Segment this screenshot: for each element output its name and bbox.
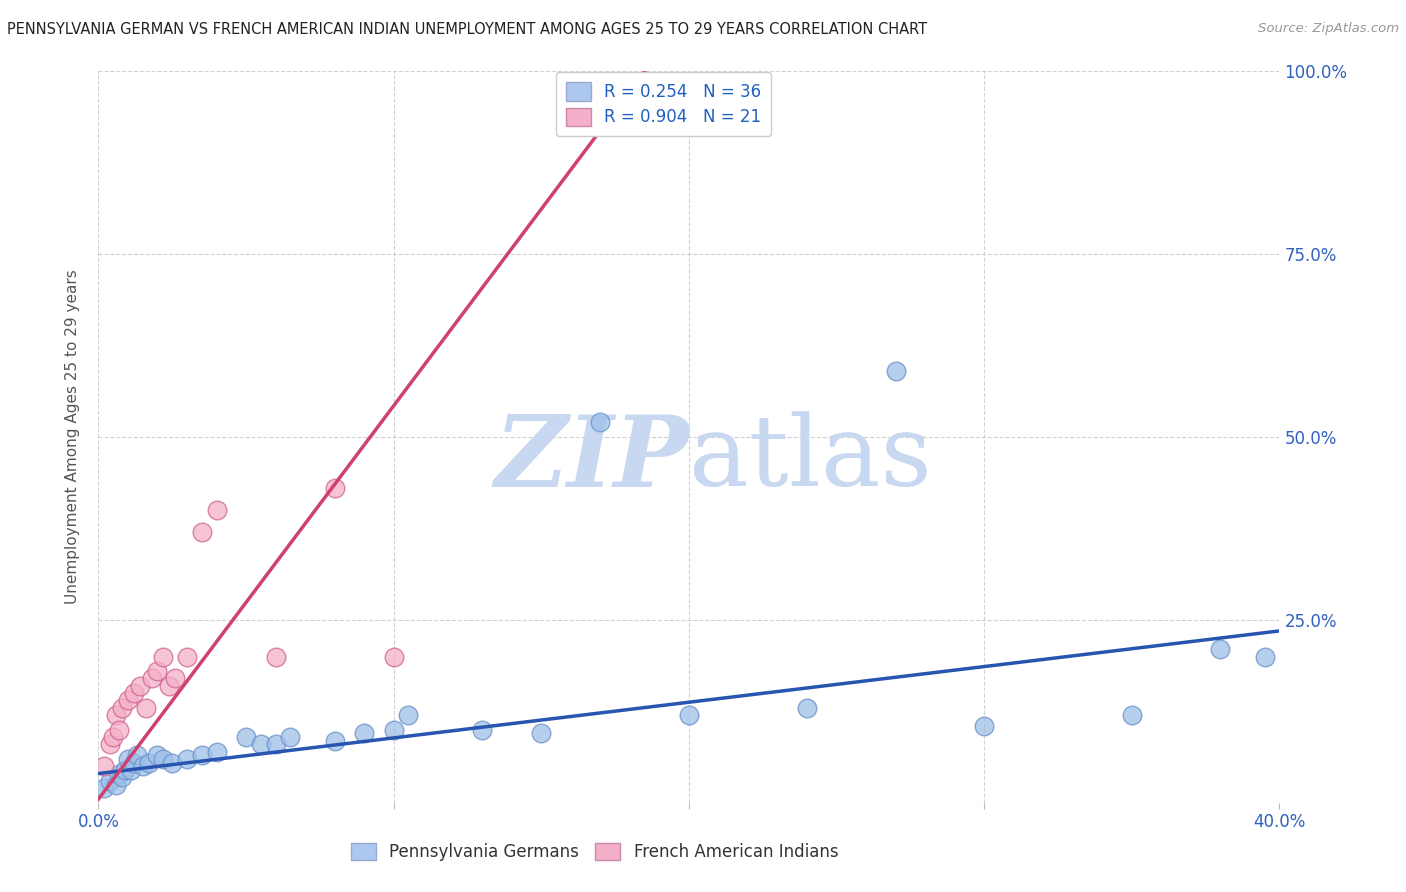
Point — [146, 664, 169, 678]
Point — [382, 649, 405, 664]
Point — [111, 770, 134, 784]
Point — [382, 723, 405, 737]
Text: PENNSYLVANIA GERMAN VS FRENCH AMERICAN INDIAN UNEMPLOYMENT AMONG AGES 25 TO 29 Y: PENNSYLVANIA GERMAN VS FRENCH AMERICAN I… — [7, 22, 927, 37]
Point — [132, 759, 155, 773]
Point — [152, 752, 174, 766]
Point — [141, 672, 163, 686]
Point — [98, 737, 121, 751]
Point — [120, 763, 142, 777]
Point — [1209, 642, 1232, 657]
Point — [396, 708, 419, 723]
Point — [111, 700, 134, 714]
Point — [176, 752, 198, 766]
Point — [323, 481, 346, 495]
Point — [128, 679, 150, 693]
Point — [191, 748, 214, 763]
Point — [678, 708, 700, 723]
Point — [108, 766, 131, 780]
Point — [165, 672, 187, 686]
Point — [93, 759, 115, 773]
Point — [264, 649, 287, 664]
Point — [1121, 708, 1143, 723]
Point — [278, 730, 302, 744]
Point — [471, 723, 494, 737]
Point — [205, 745, 228, 759]
Text: Source: ZipAtlas.com: Source: ZipAtlas.com — [1258, 22, 1399, 36]
Point — [122, 686, 145, 700]
Point — [125, 748, 148, 763]
Point — [108, 723, 131, 737]
Point — [191, 525, 214, 540]
Point — [264, 737, 287, 751]
Text: ZIP: ZIP — [494, 411, 689, 508]
Point — [93, 781, 115, 796]
Point — [103, 730, 125, 744]
Point — [205, 503, 228, 517]
Point — [796, 700, 818, 714]
Y-axis label: Unemployment Among Ages 25 to 29 years: Unemployment Among Ages 25 to 29 years — [65, 269, 80, 605]
Point — [117, 693, 139, 707]
Point — [973, 719, 995, 733]
Point — [1254, 649, 1277, 664]
Point — [105, 777, 128, 792]
Point — [146, 748, 169, 763]
Point — [589, 416, 612, 430]
Point — [114, 763, 136, 777]
Text: atlas: atlas — [689, 411, 932, 507]
Point — [122, 756, 145, 770]
Point — [176, 649, 198, 664]
Point — [135, 700, 157, 714]
Legend: Pennsylvania Germans, French American Indians: Pennsylvania Germans, French American In… — [344, 836, 845, 868]
Point — [162, 756, 183, 770]
Point — [157, 679, 180, 693]
Point — [117, 752, 139, 766]
Point — [138, 756, 160, 770]
Point — [323, 733, 346, 747]
Point — [152, 649, 174, 664]
Point — [353, 726, 375, 740]
Point — [530, 726, 553, 740]
Point — [98, 773, 121, 788]
Point — [884, 364, 907, 378]
Point — [235, 730, 257, 744]
Point — [250, 737, 273, 751]
Point — [105, 708, 128, 723]
